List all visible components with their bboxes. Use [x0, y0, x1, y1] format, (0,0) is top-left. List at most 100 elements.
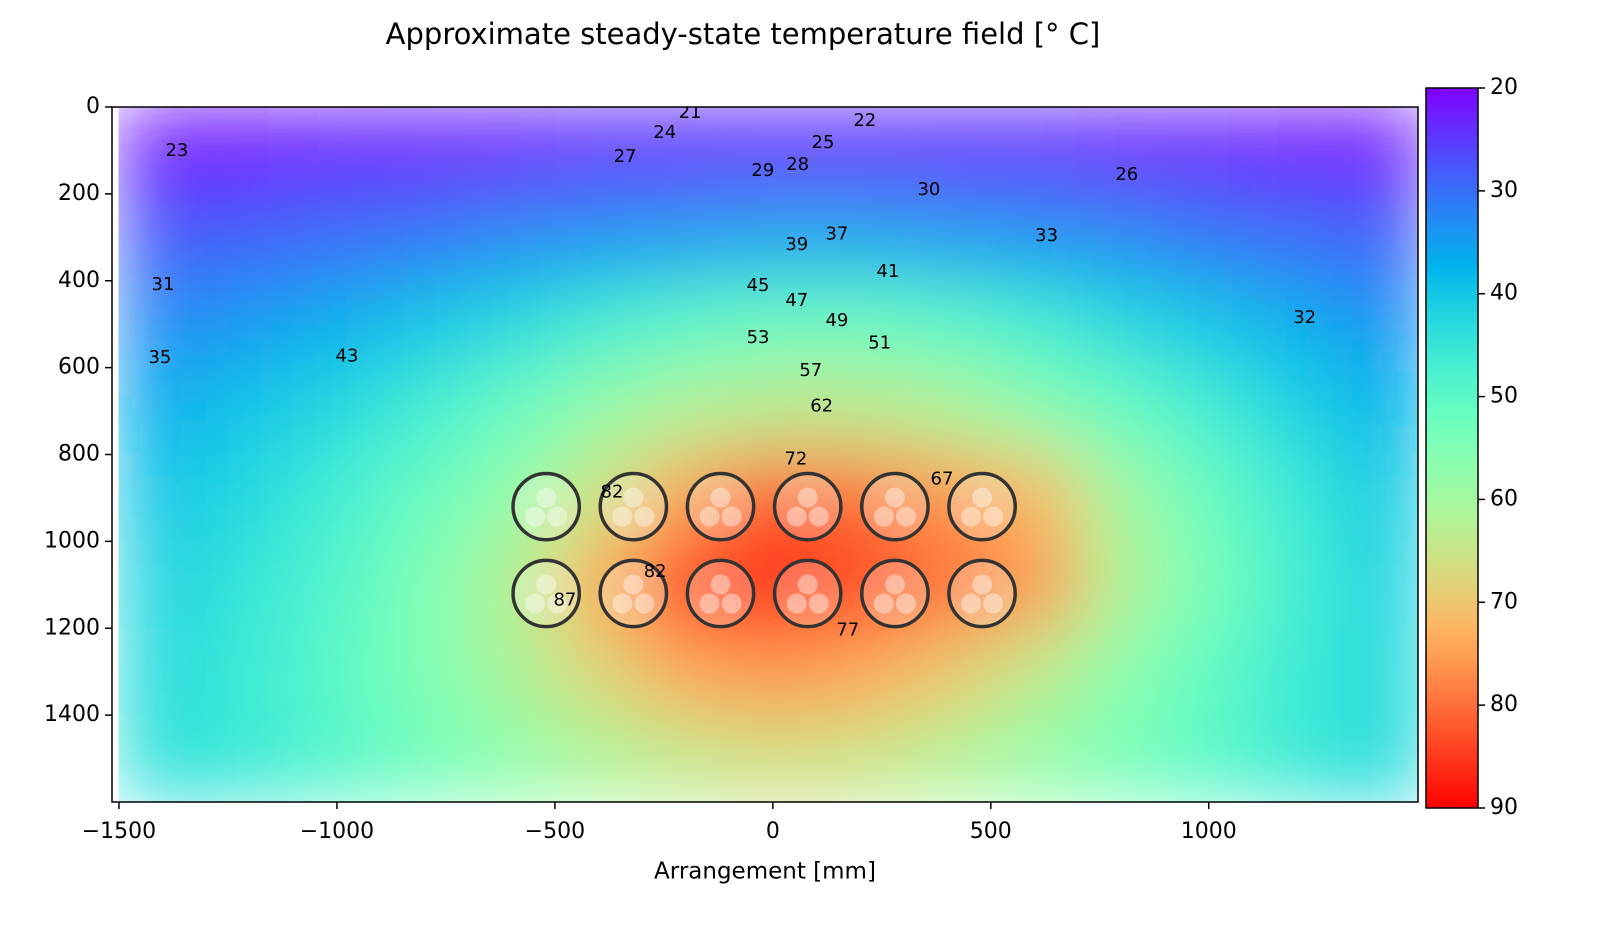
axes: −1500 −1000 −500 0 500 1000 0 200 400 600 800 1000 1…: [44, 75, 1518, 844]
heat-cell: [380, 541, 469, 630]
y-tick-label: 400: [58, 268, 100, 293]
contour-label: 24: [653, 122, 676, 143]
heat-cell: [554, 715, 644, 802]
x-tick-label: 500: [970, 819, 1012, 844]
cable: [685, 471, 756, 542]
heat-cell: [118, 628, 208, 717]
heat-cell: [1339, 715, 1418, 802]
cable: [860, 471, 930, 542]
contour-label: 31: [152, 274, 175, 295]
heat-cell: [1077, 367, 1167, 456]
cable-core: [547, 506, 568, 527]
heat-cell: [206, 454, 295, 543]
heat-cell: [293, 367, 382, 456]
heat-cell: [380, 107, 469, 195]
cable: [511, 471, 582, 542]
cable-core: [808, 593, 829, 614]
cable: [598, 471, 669, 542]
contour-label: 37: [825, 223, 848, 244]
heat-cell: [1165, 628, 1254, 717]
heat-cell: [1252, 280, 1341, 369]
cable: [685, 558, 756, 629]
heat-cell: [903, 715, 992, 802]
contour-label: 82: [601, 481, 624, 502]
contour-label: 51: [868, 332, 891, 353]
cable-core: [786, 506, 807, 527]
contour-labels: 21 22 24 25 23 27 29 28 26 30 37 39 33 41 31 45 47 49 32 51…: [148, 107, 1316, 640]
heat-cell: [1077, 541, 1167, 630]
x-tick-label: −1000: [300, 819, 374, 844]
cable-core: [797, 574, 818, 595]
x-tick-label: 1000: [1181, 819, 1237, 844]
heat-cell: [467, 454, 556, 543]
cable-core: [786, 593, 807, 614]
heat-cell: [206, 715, 295, 802]
cable-core: [972, 487, 993, 508]
cable-core: [612, 506, 633, 527]
heat-cell: [380, 367, 469, 456]
heat-cell: [293, 454, 382, 543]
cable-core: [884, 574, 905, 595]
cable-core: [721, 506, 742, 527]
heat-cell: [380, 628, 469, 717]
heat-cell: [293, 628, 382, 717]
colorbar-tick-label: 90: [1490, 795, 1518, 820]
heat-cell: [206, 541, 295, 630]
cable: [860, 558, 930, 629]
heat-cell: [990, 367, 1079, 456]
heat-cell: [467, 107, 556, 195]
heat-cell: [1252, 541, 1341, 630]
heat-cell: [642, 107, 731, 195]
heat-cell: [1165, 367, 1254, 456]
heat-cell: [1339, 454, 1418, 543]
heat-cell: [642, 628, 731, 717]
heat-cell: [206, 280, 295, 369]
heat-cell: [1339, 280, 1418, 369]
cable: [598, 558, 669, 629]
contour-label: 67: [931, 468, 954, 489]
colorbar-tick-label: 80: [1490, 692, 1518, 717]
y-tick-label: 800: [58, 442, 100, 467]
heat-cell: [816, 367, 905, 456]
heat-cell: [380, 193, 469, 282]
cable-core: [983, 593, 1004, 614]
y-tick-label: 600: [58, 355, 100, 380]
heat-cell: [554, 280, 644, 369]
cable-core: [808, 506, 829, 527]
cable-core: [873, 506, 894, 527]
heat-cell: [293, 107, 382, 195]
heat-cell: [1252, 193, 1341, 282]
heat-cell: [642, 715, 731, 802]
heatmap: [118, 107, 1418, 802]
cable-core: [525, 593, 546, 614]
cable-core: [623, 487, 644, 508]
contour-label: 53: [747, 327, 770, 348]
heat-cell: [1165, 280, 1254, 369]
contour-label: 29: [751, 160, 774, 181]
heat-cell: [990, 280, 1079, 369]
contour-label: 57: [799, 360, 822, 381]
heat-cell: [1339, 107, 1418, 195]
heat-cell: [206, 367, 295, 456]
heat-cell: [903, 193, 992, 282]
y-tick-label: 1400: [44, 702, 100, 727]
heat-cell: [1077, 107, 1167, 195]
colorbar-tick-label: 50: [1490, 384, 1518, 409]
cable: [511, 558, 582, 629]
cable-core: [895, 506, 916, 527]
heat-cell: [642, 193, 731, 282]
heat-cell: [467, 628, 556, 717]
heat-cell: [293, 541, 382, 630]
heat-cell: [1077, 628, 1167, 717]
cable-core: [873, 593, 894, 614]
heat-cell: [380, 454, 469, 543]
y-tick-label: 0: [86, 94, 100, 119]
heat-cell: [1077, 280, 1167, 369]
colorbar-tick-label: 20: [1490, 75, 1518, 100]
contour-label: 30: [917, 179, 940, 200]
heat-cell: [380, 280, 469, 369]
cable-core: [797, 487, 818, 508]
plot-area: 21 22 24 25 23 27 29 28 26 30 37 39 33 41 31 45 47 49 32 51…: [118, 107, 1418, 802]
heat-cell: [293, 280, 382, 369]
